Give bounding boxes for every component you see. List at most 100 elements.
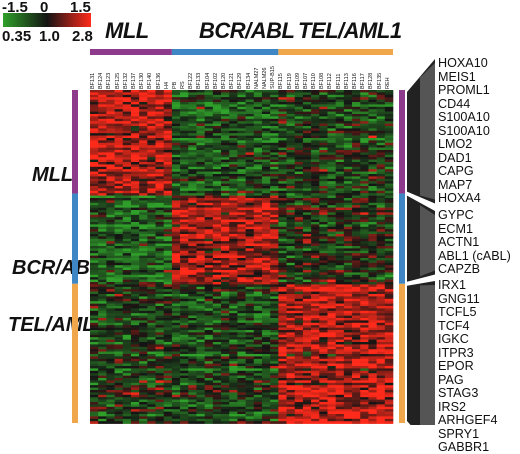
heatmap-cell (90, 301, 99, 304)
heatmap-cell (343, 260, 353, 264)
heatmap-cell (302, 212, 312, 216)
heatmap-cell (221, 154, 230, 158)
heatmap-cell (294, 190, 304, 194)
heatmap-cell (327, 267, 336, 271)
heatmap-cell (114, 234, 124, 237)
heatmap-cell (253, 279, 263, 283)
heatmap-cell (196, 260, 205, 264)
heatmap-cell (335, 164, 345, 168)
scale-fold-high: 2.8 (72, 28, 93, 45)
heatmap-cell (261, 298, 271, 302)
heatmap-cell (311, 224, 320, 228)
heatmap-cell (221, 169, 230, 172)
heatmap-cell (204, 190, 214, 194)
heatmap-cell (335, 313, 345, 316)
heatmap-cell (171, 128, 181, 132)
heatmap-cell (335, 258, 345, 261)
heatmap-cell (237, 279, 246, 283)
heatmap-cell (147, 193, 156, 196)
heatmap-cell (368, 198, 377, 201)
heatmap-cell (196, 102, 205, 105)
heatmap-cell (98, 207, 107, 211)
heatmap-cell (261, 294, 271, 297)
heatmap-cell (163, 193, 173, 196)
heatmap-cell (278, 267, 287, 271)
heatmap-cell (114, 255, 124, 259)
heatmap-cell (98, 106, 107, 110)
heatmap-cell (368, 284, 377, 288)
heatmap-cell (352, 219, 361, 223)
heatmap-cell (90, 114, 99, 117)
heatmap-cell (180, 171, 189, 175)
heatmap-cell (245, 174, 255, 177)
heatmap-cell (311, 104, 320, 108)
heatmap-cell (245, 159, 255, 163)
heatmap-cell (261, 210, 271, 213)
heatmap-cell (106, 171, 115, 175)
heatmap-cell (302, 99, 312, 103)
heatmap-cell (114, 327, 124, 331)
heatmap-cell (221, 193, 230, 196)
heatmap-cell (180, 234, 189, 237)
heatmap-cell (352, 291, 361, 295)
heatmap-cell (122, 94, 132, 98)
heatmap-cell (237, 282, 246, 285)
heatmap-cell (196, 308, 205, 312)
heatmap-cell (106, 174, 115, 177)
heatmap-cell (180, 298, 189, 302)
heatmap-cell (302, 265, 312, 268)
heatmap-cell (180, 200, 189, 204)
heatmap-cell (155, 99, 164, 103)
heatmap-cell (237, 219, 246, 223)
heatmap-cell (261, 152, 271, 156)
heatmap-cell (352, 322, 361, 326)
heatmap-cell (360, 102, 369, 105)
heatmap-cell (180, 150, 189, 153)
heatmap-cell (139, 301, 148, 304)
heatmap-cell (335, 90, 345, 93)
heatmap-cell (163, 169, 173, 172)
heatmap-cell (221, 313, 230, 316)
heatmap-cell (343, 210, 353, 213)
heatmap-cell (286, 318, 296, 321)
heatmap-cell (335, 219, 345, 223)
heatmap-cell (196, 90, 205, 93)
heatmap-cell (343, 99, 353, 103)
heatmap-cell (229, 210, 238, 213)
heatmap-cell (311, 174, 320, 177)
heatmap-cell (327, 102, 336, 105)
heatmap-cell (302, 315, 312, 319)
heatmap-cell (147, 106, 156, 110)
heatmap-cell (106, 258, 115, 261)
heatmap-cell (139, 291, 148, 295)
heatmap-cell (278, 205, 287, 208)
heatmap-cell (335, 222, 345, 225)
heatmap-cell (221, 121, 230, 124)
heatmap-cell (368, 162, 377, 165)
heatmap-cell (212, 258, 222, 261)
heatmap-cell (253, 320, 263, 324)
heatmap-cell (278, 145, 287, 148)
heatmap-cell (229, 267, 238, 271)
heatmap-cell (163, 298, 173, 302)
heatmap-cell (319, 147, 328, 151)
heatmap-cell (196, 202, 205, 206)
heatmap-cell (261, 265, 271, 268)
heatmap-cell (253, 114, 263, 117)
heatmap-cell (270, 150, 279, 153)
heatmap-cell (384, 308, 394, 312)
heatmap-cell (327, 289, 336, 292)
heatmap-cell (261, 217, 271, 220)
heatmap-cell (90, 118, 99, 122)
heatmap-cell (229, 303, 238, 307)
heatmap-cell (270, 183, 279, 187)
heatmap-cell (335, 102, 345, 105)
heatmap-cell (261, 97, 271, 100)
heatmap-cell (384, 171, 394, 175)
heatmap-cell (352, 255, 361, 259)
heatmap-cell (319, 308, 328, 312)
heatmap-cell (376, 284, 386, 288)
heatmap-cell (130, 140, 140, 144)
heatmap-cell (90, 202, 99, 206)
heatmap-cell (319, 92, 328, 96)
